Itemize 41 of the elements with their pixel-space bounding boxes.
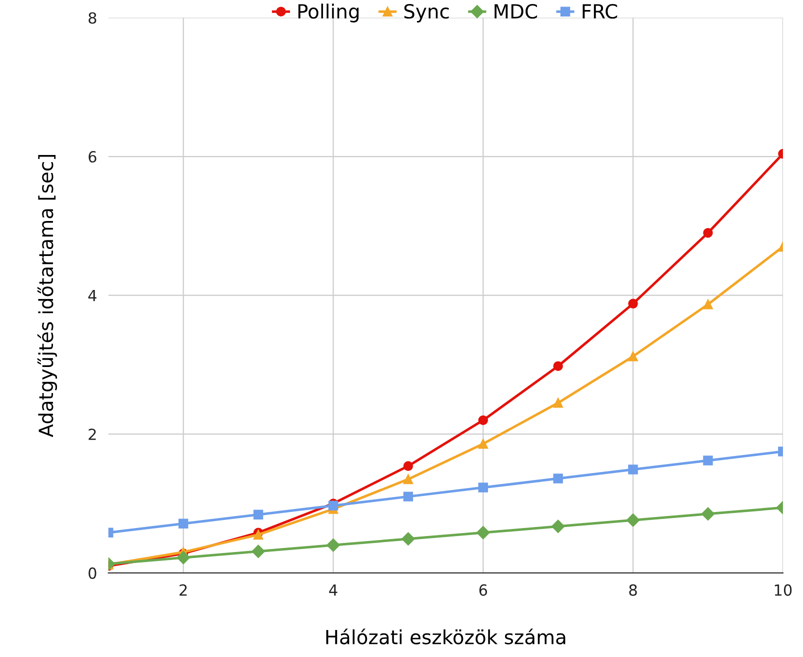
point xyxy=(403,474,414,484)
y-tick-label: 4 xyxy=(88,290,96,302)
point xyxy=(402,532,415,546)
legend-label: Sync xyxy=(404,4,449,22)
legend-label: FRC xyxy=(582,4,618,19)
point xyxy=(253,510,264,520)
x-tick-label: 6 xyxy=(479,584,488,596)
point xyxy=(628,352,638,362)
point xyxy=(553,361,563,371)
x-tick-label: 2 xyxy=(180,584,187,596)
point xyxy=(252,544,265,558)
point xyxy=(326,538,340,552)
point xyxy=(478,438,488,449)
point xyxy=(701,507,715,521)
point xyxy=(403,492,414,502)
point xyxy=(478,415,488,426)
point xyxy=(176,551,190,564)
legend-label: MDC xyxy=(494,4,538,19)
x-tick-label: 8 xyxy=(629,584,637,596)
y-tick-label: 0 xyxy=(88,567,96,579)
point xyxy=(703,228,713,238)
y-tick-label: 6 xyxy=(88,150,96,163)
point xyxy=(553,398,563,408)
point xyxy=(476,526,490,540)
x-tick-label: 4 xyxy=(329,584,338,596)
point xyxy=(628,464,638,474)
y-axis-title: Adatgyűjtés időtartama [sec] xyxy=(37,154,58,438)
x-tick-label: 10 xyxy=(774,584,792,596)
point xyxy=(626,514,640,527)
point xyxy=(628,298,638,309)
legend-label: Polling xyxy=(298,4,359,22)
y-tick-label: 2 xyxy=(88,428,96,440)
x-axis-title: Hálózati eszközök száma xyxy=(326,628,566,644)
point xyxy=(551,520,565,533)
y-tick-label: 8 xyxy=(88,12,96,24)
point xyxy=(403,461,414,471)
point xyxy=(478,482,488,492)
point xyxy=(553,474,563,484)
point xyxy=(703,456,713,466)
point xyxy=(178,518,188,528)
point xyxy=(703,299,713,310)
